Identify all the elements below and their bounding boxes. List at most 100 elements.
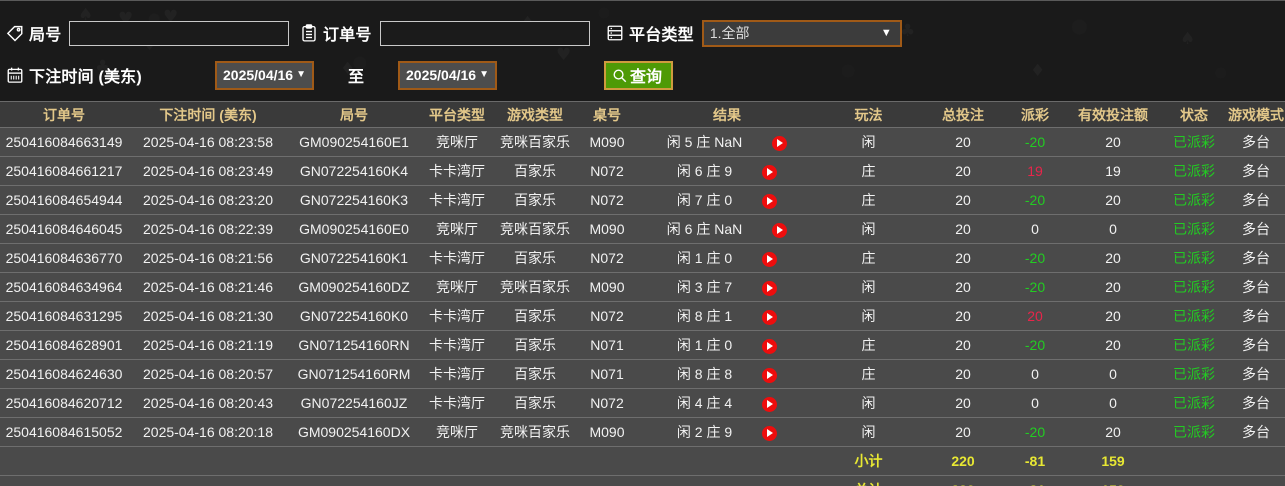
table-row[interactable]: 250416084636770 2025-04-16 08:21:56 GN0722… [0, 243, 1285, 273]
round-no-input[interactable] [69, 20, 290, 46]
date-to-picker[interactable]: 2025/04/16 ▼ [398, 58, 497, 92]
server-list-icon [606, 24, 624, 42]
col-header-total-bet[interactable]: 总投注 [921, 102, 1005, 128]
summary-empty-cell [128, 446, 288, 476]
date-to-box[interactable]: 2025/04/16 ▼ [398, 60, 497, 90]
result-text: 闲 6 庄 NaN [666, 221, 743, 237]
cell-platform: 卡卡湾厅 [420, 330, 494, 360]
table-row[interactable]: 250416084646045 2025-04-16 08:22:39 GM0902… [0, 214, 1285, 244]
query-button[interactable]: 查询 [604, 60, 674, 90]
cell-round-no: GN071254160RN [288, 330, 420, 360]
summary-empty-cell [494, 475, 576, 486]
summary-empty-cell [494, 446, 576, 476]
cell-status: 已派彩 [1161, 127, 1227, 157]
summary-empty-cell [1161, 446, 1227, 476]
cell-game-type: 竞咪百家乐 [494, 214, 576, 244]
result-text: 闲 6 庄 9 [676, 163, 733, 179]
cell-game-type: 百家乐 [494, 330, 576, 360]
cell-total-bet: 20 [921, 301, 1005, 331]
order-no-label: 订单号 [323, 27, 372, 44]
cell-table-no: M090 [576, 214, 638, 244]
col-header-platform[interactable]: 平台类型 [420, 102, 494, 128]
cell-order-no: 250416084646045 [0, 214, 128, 244]
play-icon[interactable] [772, 222, 788, 238]
cell-round-no: GN072254160K1 [288, 243, 420, 273]
table-row[interactable]: 250416084624630 2025-04-16 08:20:57 GN0712… [0, 359, 1285, 389]
date-from-box[interactable]: 2025/04/16 ▼ [215, 60, 314, 90]
cell-platform: 竞咪厅 [420, 214, 494, 244]
query-button-label: 查询 [630, 69, 663, 86]
table-row[interactable]: 250416084615052 2025-04-16 08:20:18 GM0902… [0, 417, 1285, 447]
cell-round-no: GN072254160K0 [288, 301, 420, 331]
summary-empty-cell [1227, 475, 1285, 486]
table-row[interactable]: 250416084663149 2025-04-16 08:23:58 GM0902… [0, 127, 1285, 157]
table-row[interactable]: 250416084628901 2025-04-16 08:21:19 GN0712… [0, 330, 1285, 360]
table-row[interactable]: 250416084654944 2025-04-16 08:23:20 GN0722… [0, 185, 1285, 215]
col-header-play-type[interactable]: 玩法 [816, 102, 921, 128]
col-header-status[interactable]: 状态 [1161, 102, 1227, 128]
platform-type-label: 平台类型 [629, 27, 694, 44]
play-icon[interactable] [762, 367, 778, 383]
cell-table-no: N072 [576, 185, 638, 215]
play-icon[interactable] [762, 338, 778, 354]
cell-status: 已派彩 [1161, 417, 1227, 447]
cell-order-no: 250416084631295 [0, 301, 128, 331]
col-header-table-no[interactable]: 桌号 [576, 102, 638, 128]
cell-play-type: 庄 [816, 330, 921, 360]
summary-total-bet: 220 [921, 446, 1005, 476]
table-row[interactable]: 250416084634964 2025-04-16 08:21:46 GM0902… [0, 272, 1285, 302]
cell-mode: 多台 [1227, 272, 1285, 302]
table-row[interactable]: 250416084620712 2025-04-16 08:20:43 GN0722… [0, 388, 1285, 418]
cell-round-no: GN072254160JZ [288, 388, 420, 418]
table-row[interactable]: 250416084661217 2025-04-16 08:23:49 GN0722… [0, 156, 1285, 186]
play-icon[interactable] [762, 164, 778, 180]
col-header-result[interactable]: 结果 [638, 102, 816, 128]
col-header-valid-bet[interactable]: 有效投注额 [1065, 102, 1161, 128]
col-header-order-no[interactable]: 订单号 [0, 102, 128, 128]
col-header-round-no[interactable]: 局号 [288, 102, 420, 128]
cell-result: 闲 4 庄 4 [638, 388, 816, 418]
cell-platform: 卡卡湾厅 [420, 359, 494, 389]
col-header-bet-time[interactable]: 下注时间 (美东) [128, 102, 288, 128]
cell-valid-bet: 20 [1065, 330, 1161, 360]
summary-payout: -81 [1005, 446, 1065, 476]
play-icon[interactable] [772, 135, 788, 151]
cell-result: 闲 6 庄 9 [638, 156, 816, 186]
cell-total-bet: 20 [921, 272, 1005, 302]
cell-total-bet: 20 [921, 156, 1005, 186]
cell-table-no: N071 [576, 359, 638, 389]
result-text: 闲 1 庄 0 [676, 337, 733, 353]
cell-game-type: 竞咪百家乐 [494, 127, 576, 157]
cell-valid-bet: 20 [1065, 417, 1161, 447]
order-no-input[interactable] [379, 20, 590, 46]
play-icon[interactable] [762, 396, 778, 412]
cell-bet-time: 2025-04-16 08:20:18 [128, 417, 288, 447]
play-icon[interactable] [762, 280, 778, 296]
play-icon[interactable] [762, 251, 778, 267]
cell-status: 已派彩 [1161, 243, 1227, 273]
summary-label: 总计 [816, 475, 921, 486]
cell-platform: 竞咪厅 [420, 417, 494, 447]
table-row[interactable]: 250416084631295 2025-04-16 08:21:30 GN0722… [0, 301, 1285, 331]
play-icon[interactable] [762, 309, 778, 325]
play-icon[interactable] [762, 193, 778, 209]
play-icon[interactable] [762, 425, 778, 441]
platform-type-select[interactable]: 1.全部 ▼ [701, 19, 902, 47]
col-header-payout[interactable]: 派彩 [1005, 102, 1065, 128]
col-header-game-type[interactable]: 游戏类型 [494, 102, 576, 128]
cell-bet-time: 2025-04-16 08:21:30 [128, 301, 288, 331]
cell-round-no: GM090254160E0 [288, 214, 420, 244]
cell-play-type: 闲 [816, 301, 921, 331]
col-header-mode[interactable]: 游戏模式 [1227, 102, 1285, 128]
cell-bet-time: 2025-04-16 08:21:19 [128, 330, 288, 360]
result-text: 闲 8 庄 1 [676, 308, 733, 324]
cell-result: 闲 6 庄 NaN [638, 214, 816, 244]
table-header-row: 订单号 下注时间 (美东) 局号 平台类型 游戏类型 桌号 结果 玩法 总投注 … [0, 102, 1285, 128]
cell-payout: -20 [1005, 330, 1065, 360]
date-from-picker[interactable]: 2025/04/16 ▼ [215, 58, 314, 92]
cell-status: 已派彩 [1161, 156, 1227, 186]
cell-payout: 0 [1005, 359, 1065, 389]
table-header: 订单号 下注时间 (美东) 局号 平台类型 游戏类型 桌号 结果 玩法 总投注 … [0, 102, 1285, 128]
cell-table-no: N072 [576, 388, 638, 418]
